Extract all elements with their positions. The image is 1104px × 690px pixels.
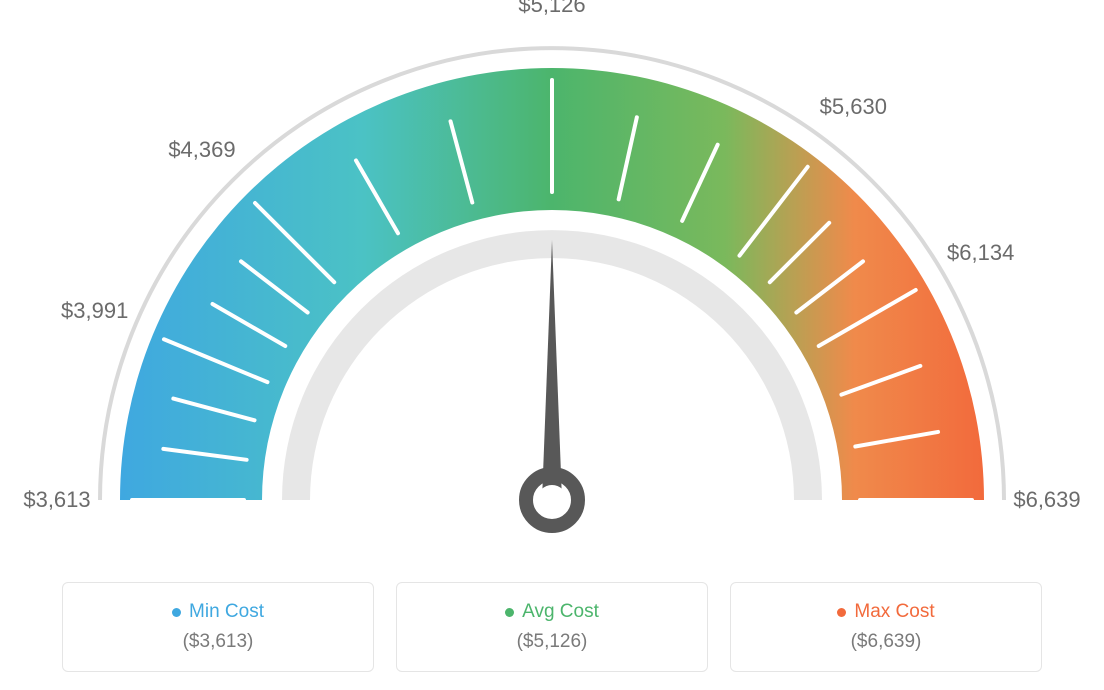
scale-label: $6,134 — [947, 240, 1014, 266]
legend-dot-min — [172, 608, 181, 617]
scale-label: $5,126 — [518, 0, 585, 18]
legend-dot-max — [837, 608, 846, 617]
gauge-svg — [0, 0, 1104, 560]
legend-value-max: ($6,639) — [851, 631, 922, 653]
legend-label-min: Min Cost — [189, 601, 264, 623]
scale-label: $3,991 — [61, 298, 128, 324]
legend-label-avg: Avg Cost — [522, 601, 599, 623]
legend-dot-avg — [505, 608, 514, 617]
legend-row: Min Cost ($3,613) Avg Cost ($5,126) Max … — [62, 582, 1042, 672]
legend-card-min: Min Cost ($3,613) — [62, 582, 374, 672]
scale-label: $5,630 — [820, 94, 887, 120]
legend-card-max: Max Cost ($6,639) — [730, 582, 1042, 672]
legend-value-avg: ($5,126) — [517, 631, 588, 653]
legend-label-max: Max Cost — [854, 601, 934, 623]
legend-value-min: ($3,613) — [183, 631, 254, 653]
cost-gauge-chart: $3,613 $3,991 $4,369 $5,126 $5,630 $6,134 $6,6… — [0, 0, 1104, 690]
legend-card-avg: Avg Cost ($5,126) — [396, 582, 708, 672]
gauge-area: $3,613 $3,991 $4,369 $5,126 $5,630 $6,134 $6,6… — [0, 0, 1104, 560]
scale-label: $4,369 — [168, 137, 235, 163]
scale-label: $3,613 — [23, 487, 90, 513]
scale-label: $6,639 — [1013, 487, 1080, 513]
